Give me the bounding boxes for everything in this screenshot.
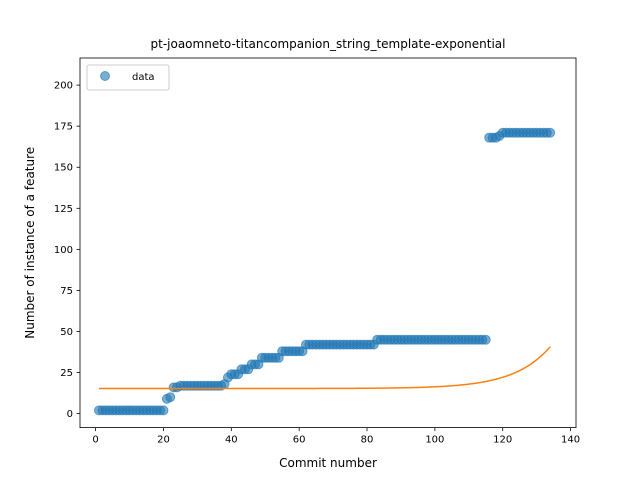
- y-tick-label: 100: [54, 245, 73, 256]
- data-point: [545, 127, 556, 138]
- legend-data-label: data: [132, 72, 155, 83]
- axes-frame: [79, 57, 577, 429]
- legend-data-marker: [100, 71, 110, 81]
- x-tick-label: 0: [92, 435, 98, 446]
- chart-title: pt-joaomneto-titancompanion_string_templ…: [151, 37, 506, 51]
- y-tick-label: 0: [67, 409, 73, 420]
- x-tick-label: 60: [293, 435, 306, 446]
- plot-area: [93, 127, 556, 416]
- y-tick-label: 125: [54, 204, 73, 215]
- y-axis-label: Number of instance of a feature: [23, 147, 37, 339]
- x-tick-label: 120: [493, 435, 512, 446]
- y-tick-label: 150: [54, 163, 73, 174]
- legend-box: [86, 64, 170, 91]
- x-tick-label: 80: [361, 435, 374, 446]
- x-tick-label: 40: [225, 435, 238, 446]
- y-tick-label: 50: [60, 327, 73, 338]
- data-point: [158, 405, 169, 416]
- data-point: [165, 392, 176, 403]
- x-tick-label: 100: [425, 435, 444, 446]
- data-point: [480, 334, 491, 345]
- x-axis: 0 20 40 60 80 100 120 140: [92, 427, 580, 446]
- legend: data: [86, 64, 170, 91]
- x-tick-label: 140: [561, 435, 580, 446]
- y-tick-label: 175: [54, 122, 73, 133]
- y-axis: 0 25 50 75 100 125 150 175 200: [54, 81, 80, 420]
- x-axis-label: Commit number: [279, 456, 377, 470]
- y-tick-label: 25: [60, 368, 73, 379]
- y-tick-label: 75: [60, 286, 73, 297]
- y-tick-label: 200: [54, 81, 73, 92]
- x-tick-label: 20: [157, 435, 170, 446]
- fit-line: [99, 346, 551, 390]
